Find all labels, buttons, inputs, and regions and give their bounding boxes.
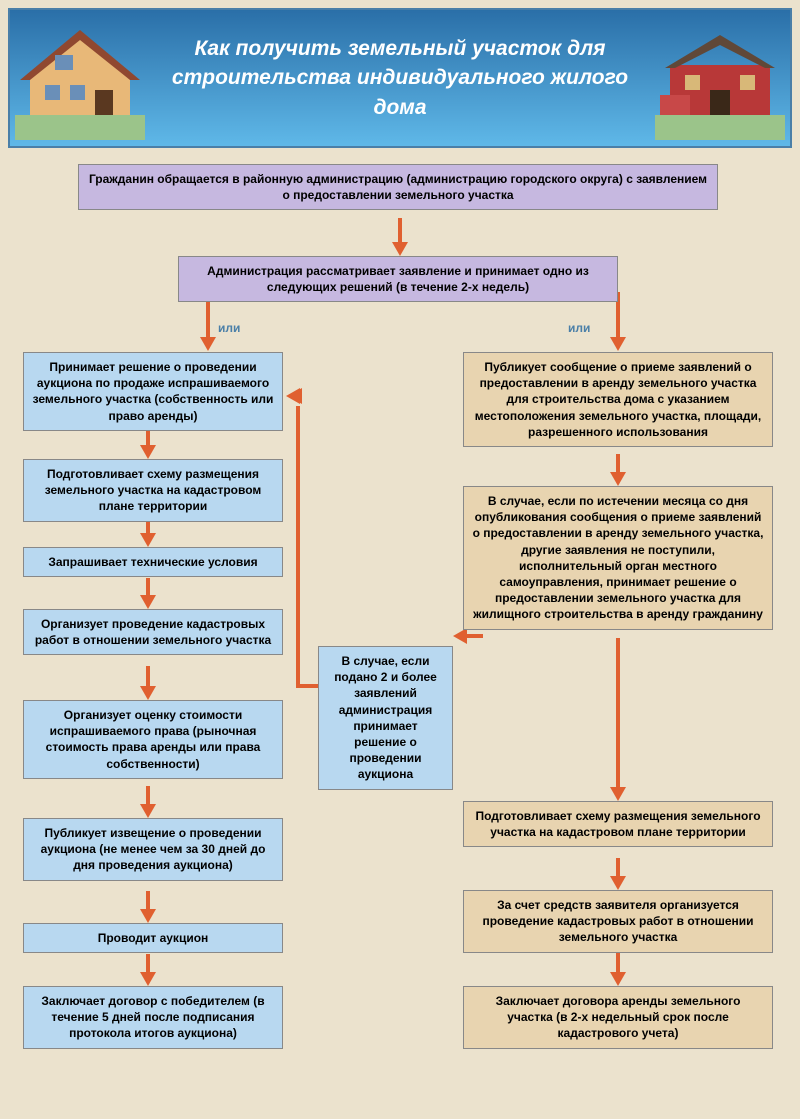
box-left2-text: Подготовливает схему размещения земельно… — [45, 467, 262, 513]
box-left3: Запрашивает технические условия — [23, 547, 283, 577]
box-left4: Организует проведение кадастровых работ … — [23, 609, 283, 655]
or-right-label: или — [568, 321, 590, 335]
box-right2: В случае, если по истечении месяца со дн… — [463, 486, 773, 630]
house-right-icon — [655, 20, 785, 140]
box-left8: Заключает договор с победителем (в течен… — [23, 986, 283, 1049]
box-left6-text: Публикует извещение о проведении аукцион… — [41, 826, 266, 872]
box-right3-text: Подготовливает схему размещения земельно… — [475, 809, 760, 839]
box-right5-text: Заключает договора аренды земельного уча… — [496, 994, 741, 1040]
box-left4-text: Организует проведение кадастровых работ … — [35, 617, 271, 647]
box-right4: За счет средств заявителя организуется п… — [463, 890, 773, 953]
box-decision-text: Администрация рассматривает заявление и … — [207, 264, 589, 294]
header-banner: Как получить земельный участок для строи… — [8, 8, 792, 148]
box-left7: Проводит аукцион — [23, 923, 283, 953]
box-start: Гражданин обращается в районную админист… — [78, 164, 718, 210]
house-left-icon — [15, 20, 145, 140]
or-left-label: или — [218, 321, 240, 335]
box-center: В случае, если подано 2 и более заявлени… — [318, 646, 453, 790]
box-right3: Подготовливает схему размещения земельно… — [463, 801, 773, 847]
box-left8-text: Заключает договор с победителем (в течен… — [41, 994, 264, 1040]
box-left1-text: Принимает решение о проведении аукциона … — [33, 360, 274, 423]
box-right1: Публикует сообщение о приеме заявлений о… — [463, 352, 773, 447]
box-decision: Администрация рассматривает заявление и … — [178, 256, 618, 302]
box-right2-text: В случае, если по истечении месяца со дн… — [473, 494, 764, 621]
box-left3-text: Запрашивает технические условия — [48, 555, 257, 569]
box-left1: Принимает решение о проведении аукциона … — [23, 352, 283, 431]
box-left5: Организует оценку стоимости испрашиваемо… — [23, 700, 283, 779]
box-center-text: В случае, если подано 2 и более заявлени… — [334, 654, 437, 781]
box-left6: Публикует извещение о проведении аукцион… — [23, 818, 283, 881]
box-start-text: Гражданин обращается в районную админист… — [89, 172, 707, 202]
box-left5-text: Организует оценку стоимости испрашиваемо… — [46, 708, 261, 771]
box-right1-text: Публикует сообщение о приеме заявлений о… — [475, 360, 762, 439]
box-left7-text: Проводит аукцион — [98, 931, 209, 945]
box-right5: Заключает договора аренды земельного уча… — [463, 986, 773, 1049]
box-right4-text: За счет средств заявителя организуется п… — [482, 898, 753, 944]
box-left2: Подготовливает схему размещения земельно… — [23, 459, 283, 522]
